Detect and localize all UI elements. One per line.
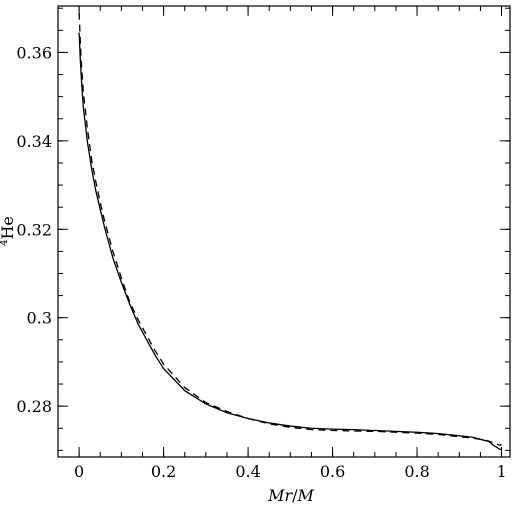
x-axis-title: Mr/M (267, 486, 314, 505)
y-tick-label: 0.3 (27, 309, 52, 328)
svg-text:4He: 4He (0, 216, 17, 246)
axis-ticks (57, 6, 510, 457)
y-axis-title-main: He (0, 216, 17, 239)
x-axis-tick-labels: 0 0.2 0.4 0.6 0.8 1 (74, 462, 507, 481)
dashed-curve (78, 12, 502, 446)
y-axis-tick-labels: 0.28 0.3 0.32 0.34 0.36 (16, 43, 52, 416)
y-tick-label: 0.28 (16, 397, 52, 416)
x-tick-label: 0.6 (320, 462, 345, 481)
x-tick-label: 0.4 (235, 462, 260, 481)
y-axis-title-superscript: 4 (0, 240, 10, 246)
y-axis-title: 4He (0, 216, 17, 246)
x-tick-label: 0 (74, 462, 84, 481)
data-curves (78, 12, 502, 451)
y-tick-label: 0.32 (16, 220, 52, 239)
y-tick-label: 0.34 (16, 132, 52, 151)
plot-frame (57, 5, 511, 458)
x-tick-label: 0.2 (151, 462, 176, 481)
x-tick-label: 1 (496, 462, 506, 481)
y-tick-label: 0.36 (16, 43, 52, 62)
x-tick-label: 0.8 (404, 462, 429, 481)
solid-curve (78, 32, 502, 451)
